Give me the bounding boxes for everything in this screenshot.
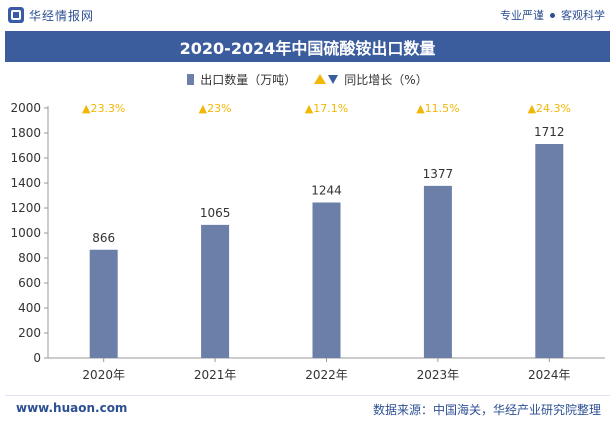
legend: 出口数量（万吨） 同比增长（%） xyxy=(0,70,615,88)
data-label: 1244 xyxy=(311,184,342,198)
growth-label: ▲24.3% xyxy=(528,102,571,115)
y-tick-label: 2000 xyxy=(10,101,41,115)
legend-item-growth: 同比增长（%） xyxy=(314,71,428,88)
triangle-down-icon xyxy=(328,74,339,84)
bar xyxy=(535,144,564,358)
x-tick-label: 2020年 xyxy=(82,368,125,382)
growth-label: ▲23% xyxy=(199,102,232,115)
brand[interactable]: 华经情报网 xyxy=(8,6,94,24)
bar xyxy=(423,185,452,358)
y-tick-label: 200 xyxy=(18,326,41,340)
bar-chart: 0 200 400 600 800 1000 1200 1400 1600 1800 2000 866… xyxy=(10,101,605,382)
y-tick-label: 1800 xyxy=(10,126,41,140)
data-label: 1065 xyxy=(200,206,231,220)
y-tick-label: 600 xyxy=(18,276,41,290)
x-tick-label: 2021年 xyxy=(194,368,237,382)
y-tick-label: 400 xyxy=(18,301,41,315)
chart-title-bar: 2020-2024年中国硫酸铵出口数量 xyxy=(5,31,610,62)
bar-swatch-icon xyxy=(187,73,195,85)
y-tick-label: 0 xyxy=(33,351,41,365)
y-tick-label: 1400 xyxy=(10,176,41,190)
brand-logo-icon xyxy=(8,7,24,23)
top-bar: 华经情报网 专业严谨 客观科学 xyxy=(0,0,615,30)
x-tick-label: 2022年 xyxy=(305,368,348,382)
bar xyxy=(89,249,118,358)
slogan: 专业严谨 客观科学 xyxy=(500,6,605,24)
brand-name: 华经情报网 xyxy=(29,8,95,23)
growth-label: ▲11.5% xyxy=(416,102,459,115)
legend-label-export: 出口数量（万吨） xyxy=(200,72,297,87)
footer-divider xyxy=(5,395,610,396)
y-tick-label: 1000 xyxy=(10,226,41,240)
growth-label: ▲23.3% xyxy=(82,102,125,115)
y-tick-label: 1200 xyxy=(10,201,41,215)
legend-item-export: 出口数量（万吨） xyxy=(187,71,296,88)
legend-label-growth: 同比增长（%） xyxy=(344,72,428,87)
x-tick-label: 2024年 xyxy=(528,368,571,382)
growth-label: ▲17.1% xyxy=(305,102,348,115)
triangle-up-icon xyxy=(314,74,327,84)
footer-website[interactable]: www.huaon.com xyxy=(16,401,128,415)
slogan-tag-2: 客观科学 xyxy=(561,9,605,22)
chart-title: 2020-2024年中国硫酸铵出口数量 xyxy=(179,38,436,58)
bar xyxy=(201,224,230,358)
data-label: 1712 xyxy=(534,125,565,139)
data-label: 1377 xyxy=(423,167,454,181)
bar xyxy=(312,202,341,358)
y-tick-label: 800 xyxy=(18,251,41,265)
slogan-tag-1: 专业严谨 xyxy=(500,9,544,22)
data-label: 866 xyxy=(92,231,115,245)
y-tick-label: 1600 xyxy=(10,151,41,165)
x-tick-label: 2023年 xyxy=(417,368,460,382)
bullet-icon xyxy=(550,12,555,18)
footer-source: 数据来源：中国海关，华经产业研究院整理 xyxy=(372,403,601,417)
